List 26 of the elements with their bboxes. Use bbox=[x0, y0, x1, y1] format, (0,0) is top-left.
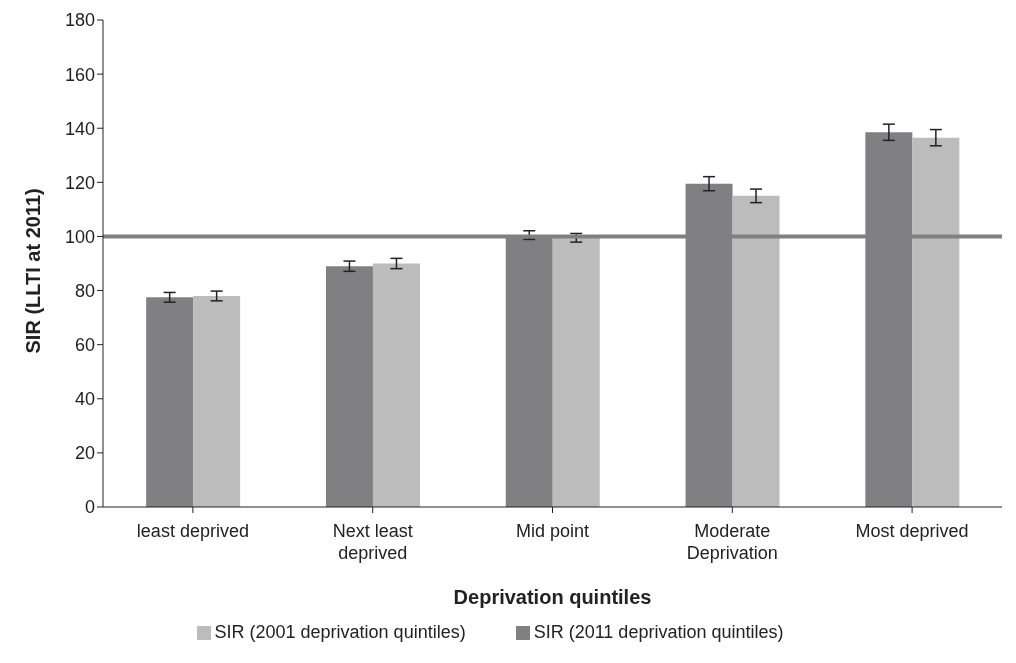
y-tick-label: 60 bbox=[74, 335, 95, 356]
y-axis-title: SIR (LLTI at 2011) bbox=[22, 188, 45, 354]
legend-label: SIR (2001 deprivation quintiles) bbox=[214, 622, 466, 642]
x-tick-label: Next least deprived bbox=[332, 521, 413, 563]
legend-label: SIR (2011 deprivation quintiles) bbox=[533, 622, 784, 642]
bar bbox=[912, 137, 960, 507]
x-tick-label: least deprived bbox=[136, 521, 249, 541]
bar bbox=[325, 266, 373, 507]
y-tick-label: 120 bbox=[64, 172, 95, 193]
y-tick-label: 20 bbox=[74, 443, 95, 464]
bar bbox=[193, 295, 241, 507]
bar bbox=[146, 297, 194, 507]
bar bbox=[732, 195, 780, 507]
x-tick-label: Mid point bbox=[515, 521, 590, 541]
bar bbox=[372, 263, 420, 507]
y-tick-label: 80 bbox=[74, 280, 95, 301]
y-tick-label: 180 bbox=[64, 10, 95, 31]
x-tick-label: Most deprived bbox=[855, 521, 969, 541]
y-tick-label: 140 bbox=[64, 118, 95, 139]
y-tick-label: 160 bbox=[64, 64, 95, 85]
y-tick-label: 40 bbox=[74, 389, 95, 410]
x-tick-label: Moderate Deprivation bbox=[686, 521, 778, 563]
y-tick-label: 100 bbox=[64, 226, 95, 247]
y-tick-label: 0 bbox=[84, 497, 95, 518]
bar bbox=[552, 237, 600, 507]
x-axis-title: Deprivation quintiles bbox=[453, 586, 652, 608]
